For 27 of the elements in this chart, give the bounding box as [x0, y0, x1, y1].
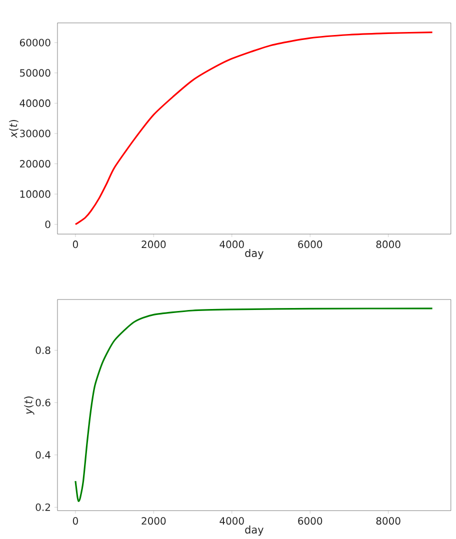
- y-tick-label: 0.8: [36, 346, 50, 354]
- x-tick-label: 8000: [376, 240, 400, 248]
- y-tick-label: 0: [45, 220, 50, 228]
- x-tick-label: 2000: [142, 240, 166, 248]
- x-tick-label: 8000: [376, 517, 400, 525]
- y-tick-label: 0.4: [36, 451, 50, 459]
- x-tick-label: 6000: [298, 240, 322, 248]
- x-tick-label: 2000: [142, 517, 166, 525]
- y-tick-label: 30000: [20, 130, 50, 138]
- y-tick-label: 60000: [20, 38, 50, 46]
- x-axis-title: day: [245, 526, 264, 536]
- y-tick-label: 10000: [20, 190, 50, 198]
- y-axis-title: x(t): [9, 120, 18, 138]
- y-tick-label: 0.2: [36, 503, 50, 512]
- x-tick-label: 4000: [220, 240, 244, 248]
- line-series: [74, 308, 434, 502]
- y-tick-label: 0.6: [36, 398, 50, 406]
- y-tick-label: 20000: [20, 160, 50, 168]
- x-tick-label: 0: [72, 517, 78, 525]
- x-axis-title: day: [245, 248, 264, 260]
- y-axis-title: y(t): [24, 396, 34, 415]
- x-tick-label: 0: [72, 240, 78, 248]
- y-tick-label: 40000: [20, 99, 50, 107]
- y-tick-label: 50000: [20, 69, 50, 77]
- x-tick-label: 4000: [220, 517, 244, 525]
- x-tick-label: 6000: [298, 517, 322, 525]
- line-series: [74, 32, 434, 226]
